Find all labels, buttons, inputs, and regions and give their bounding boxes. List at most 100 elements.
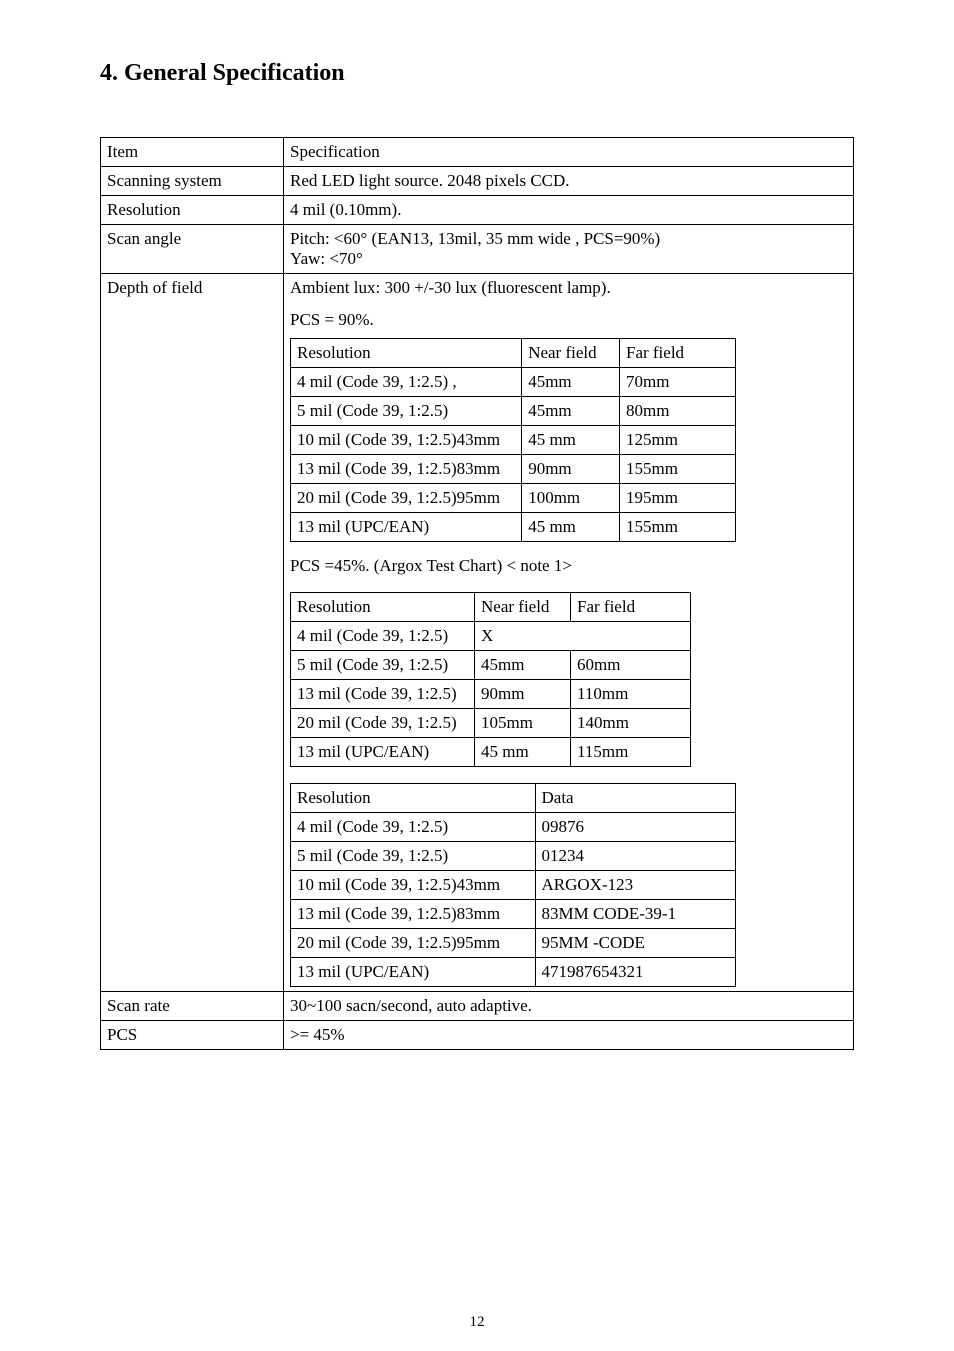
table-row: 13 mil (Code 39, 1:2.5)83mm 83MM CODE-39… (291, 900, 736, 929)
data-table: Resolution Data 4 mil (Code 39, 1:2.5) 0… (290, 783, 736, 987)
cell: 45 mm (522, 513, 620, 542)
cell: 140mm (571, 709, 691, 738)
cell: Data (535, 784, 735, 813)
table-row: 13 mil (UPC/EAN) 45 mm 115mm (291, 738, 691, 767)
table-row: Scanning system Red LED light source. 20… (101, 167, 854, 196)
text: Pitch: <60° (EAN13, 13mil, 35 mm wide , … (290, 229, 847, 249)
table-row: 5 mil (Code 39, 1:2.5) 01234 (291, 842, 736, 871)
cell: 10 mil (Code 39, 1:2.5)43mm (291, 426, 522, 455)
cell: Scan rate (101, 992, 284, 1021)
table-row: 4 mil (Code 39, 1:2.5) 09876 (291, 813, 736, 842)
cell: 110mm (571, 680, 691, 709)
cell: Resolution (101, 196, 284, 225)
cell: 5 mil (Code 39, 1:2.5) (291, 842, 536, 871)
cell: Pitch: <60° (EAN13, 13mil, 35 mm wide , … (284, 225, 854, 274)
table-row: Depth of field Ambient lux: 300 +/-30 lu… (101, 274, 854, 992)
cell: 10 mil (Code 39, 1:2.5)43mm (291, 871, 536, 900)
cell: 20 mil (Code 39, 1:2.5)95mm (291, 929, 536, 958)
cell: 20 mil (Code 39, 1:2.5) (291, 709, 475, 738)
table-row: 10 mil (Code 39, 1:2.5)43mm 45 mm 125mm (291, 426, 736, 455)
cell: Ambient lux: 300 +/-30 lux (fluorescent … (284, 274, 854, 992)
cell: 5 mil (Code 39, 1:2.5) (291, 651, 475, 680)
table-row: 13 mil (Code 39, 1:2.5)83mm 90mm 155mm (291, 455, 736, 484)
cell: Far field (571, 593, 691, 622)
text: Yaw: <70° (290, 249, 847, 269)
cell: 5 mil (Code 39, 1:2.5) (291, 397, 522, 426)
cell: X (475, 622, 691, 651)
cell: 60mm (571, 651, 691, 680)
table-row: 4 mil (Code 39, 1:2.5) X (291, 622, 691, 651)
cell: 01234 (535, 842, 735, 871)
cell: 125mm (619, 426, 735, 455)
cell: Resolution (291, 784, 536, 813)
cell: 4 mil (Code 39, 1:2.5) (291, 622, 475, 651)
cell: 115mm (571, 738, 691, 767)
cell: 155mm (619, 513, 735, 542)
table-row: 13 mil (UPC/EAN) 471987654321 (291, 958, 736, 987)
cell: 100mm (522, 484, 620, 513)
cell: Far field (619, 339, 735, 368)
cell: 83MM CODE-39-1 (535, 900, 735, 929)
table-row: Resolution Data (291, 784, 736, 813)
cell: 45mm (522, 397, 620, 426)
cell: 13 mil (UPC/EAN) (291, 738, 475, 767)
cell: 70mm (619, 368, 735, 397)
table-row: 10 mil (Code 39, 1:2.5)43mm ARGOX-123 (291, 871, 736, 900)
cell: Resolution (291, 593, 475, 622)
cell: 13 mil (Code 39, 1:2.5)83mm (291, 455, 522, 484)
spec-table: Item Specification Scanning system Red L… (100, 137, 854, 1050)
cell: 4 mil (Code 39, 1:2.5) (291, 813, 536, 842)
cell: 4 mil (0.10mm). (284, 196, 854, 225)
cell: Scan angle (101, 225, 284, 274)
cell: 471987654321 (535, 958, 735, 987)
cell: 45 mm (475, 738, 571, 767)
cell: 45mm (475, 651, 571, 680)
cell: 195mm (619, 484, 735, 513)
table-row: 13 mil (UPC/EAN) 45 mm 155mm (291, 513, 736, 542)
depth-table-pcs90: Resolution Near field Far field 4 mil (C… (290, 338, 736, 542)
table-row: Resolution Near field Far field (291, 593, 691, 622)
cell: 90mm (522, 455, 620, 484)
cell: Item (101, 138, 284, 167)
table-row: 13 mil (Code 39, 1:2.5) 90mm 110mm (291, 680, 691, 709)
cell: 90mm (475, 680, 571, 709)
cell: 13 mil (UPC/EAN) (291, 513, 522, 542)
cell: Specification (284, 138, 854, 167)
cell: 09876 (535, 813, 735, 842)
cell: ARGOX-123 (535, 871, 735, 900)
table-row: 20 mil (Code 39, 1:2.5)95mm 95MM -CODE (291, 929, 736, 958)
cell: 45 mm (522, 426, 620, 455)
cell: Near field (475, 593, 571, 622)
cell: 4 mil (Code 39, 1:2.5) , (291, 368, 522, 397)
table-row: 5 mil (Code 39, 1:2.5) 45mm 80mm (291, 397, 736, 426)
table-row: Item Specification (101, 138, 854, 167)
table-row: 5 mil (Code 39, 1:2.5) 45mm 60mm (291, 651, 691, 680)
cell: 45mm (522, 368, 620, 397)
page: 4. General Specification Item Specificat… (0, 0, 954, 1351)
cell: 13 mil (Code 39, 1:2.5) (291, 680, 475, 709)
table-row: Resolution Near field Far field (291, 339, 736, 368)
page-number: 12 (0, 1314, 954, 1331)
cell: 13 mil (UPC/EAN) (291, 958, 536, 987)
depth-table-pcs45: Resolution Near field Far field 4 mil (C… (290, 592, 691, 767)
table-row: 20 mil (Code 39, 1:2.5) 105mm 140mm (291, 709, 691, 738)
text: PCS =45%. (Argox Test Chart) < note 1> (290, 556, 847, 576)
cell: 80mm (619, 397, 735, 426)
cell: Depth of field (101, 274, 284, 992)
text: Ambient lux: 300 +/-30 lux (fluorescent … (290, 278, 847, 298)
cell: Scanning system (101, 167, 284, 196)
table-row: Scan angle Pitch: <60° (EAN13, 13mil, 35… (101, 225, 854, 274)
cell: 95MM -CODE (535, 929, 735, 958)
cell: Near field (522, 339, 620, 368)
cell: 20 mil (Code 39, 1:2.5)95mm (291, 484, 522, 513)
text: PCS = 90%. (290, 310, 847, 330)
cell: >= 45% (284, 1021, 854, 1050)
table-row: 4 mil (Code 39, 1:2.5) , 45mm 70mm (291, 368, 736, 397)
table-row: Resolution 4 mil (0.10mm). (101, 196, 854, 225)
table-row: Scan rate 30~100 sacn/second, auto adapt… (101, 992, 854, 1021)
cell: 13 mil (Code 39, 1:2.5)83mm (291, 900, 536, 929)
section-heading: 4. General Specification (100, 60, 854, 87)
cell: 155mm (619, 455, 735, 484)
cell: Red LED light source. 2048 pixels CCD. (284, 167, 854, 196)
table-row: PCS >= 45% (101, 1021, 854, 1050)
